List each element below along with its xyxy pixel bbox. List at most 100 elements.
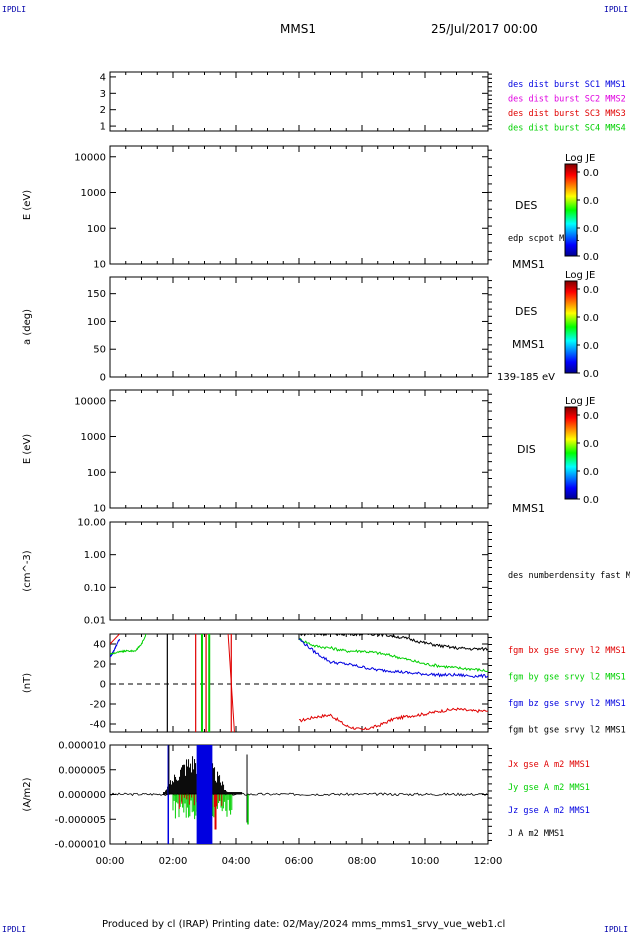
colorbar-title: Log JE <box>565 153 595 164</box>
bfield-series-line <box>298 637 488 673</box>
y-tick-label: 100 <box>87 224 106 235</box>
y-tick-label: 100 <box>87 468 106 479</box>
panel-label: MMS1 <box>512 502 545 515</box>
colorbar <box>564 280 578 374</box>
x-tick-label: 04:00 <box>222 856 251 867</box>
y-tick-label: 10000 <box>74 152 106 163</box>
colorbar-tick-label: 0.0 <box>583 411 599 422</box>
corner-label-tl: IPDLI <box>2 5 27 14</box>
legend-entry: fgm bx gse srvy l2 MMS1 <box>508 646 626 656</box>
colorbar-tick-label: 0.0 <box>583 168 599 179</box>
y-tick-label: 4 <box>100 72 106 83</box>
colorbar-tick-label: 0.0 <box>583 252 599 263</box>
y-tick-label: -20 <box>90 700 106 711</box>
panel-label: DES <box>515 199 537 212</box>
colorbar-title: Log JE <box>565 270 595 281</box>
y-tick-label: 10 <box>93 504 106 515</box>
bfield-early-blue <box>110 638 120 658</box>
legend-entry: des dist burst SC2 MMS2 <box>508 95 626 105</box>
y-tick-label: 0.01 <box>84 616 106 627</box>
current-blue-block <box>196 745 213 844</box>
colorbar-tick-label: 0.0 <box>583 285 599 296</box>
legend-entry: fgm bz gse srvy l2 MMS1 <box>508 699 626 709</box>
panel-frame-panel1 <box>109 71 489 132</box>
y-tick-label: 1 <box>100 122 106 133</box>
colorbar-tick-label: 0.0 <box>583 224 599 235</box>
y-tick-label: 0.000005 <box>58 765 106 776</box>
y-tick-label: 1.00 <box>84 550 106 561</box>
x-tick-label: 06:00 <box>285 856 314 867</box>
y-tick-label: 10 <box>93 260 106 271</box>
colorbar <box>564 406 578 500</box>
x-tick-label: 00:00 <box>96 856 125 867</box>
legend-entry: fgm bt gse srvy l2 MMS1 <box>508 726 626 736</box>
panel-frame-panel3 <box>109 276 489 378</box>
panel-label: edp scpot MMS1 <box>508 234 580 244</box>
panel7-series <box>110 745 488 844</box>
x-tick-label: 12:00 <box>474 856 503 867</box>
legend-entry: Jy gse A m2 MMS1 <box>508 783 590 793</box>
colorbar-tick-label: 0.0 <box>583 196 599 207</box>
x-tick-label: 02:00 <box>159 856 188 867</box>
bfield-series-line <box>298 638 488 679</box>
y-tick-label: 20 <box>93 660 106 671</box>
colorbar-title: Log JE <box>565 396 595 407</box>
page-date: 25/Jul/2017 00:00 <box>431 22 538 36</box>
colorbar <box>564 163 578 257</box>
panel-label: DES <box>515 305 537 318</box>
y-tick-label: 0.000010 <box>58 741 106 752</box>
colorbar-tick-label: 0.0 <box>583 467 599 478</box>
y-tick-label: 50 <box>93 345 106 356</box>
corner-label-tr: IPDLI <box>604 5 629 14</box>
legend-entry: J A m2 MMS1 <box>508 829 564 839</box>
panel-frame-panel5 <box>109 521 489 621</box>
y-axis-label: (cm^-3) <box>22 550 33 591</box>
panel-label: MMS1 <box>512 338 545 351</box>
corner-label-bl: IPDLI <box>2 925 27 934</box>
legend-entry: des numberdensity fast M <box>508 571 630 581</box>
y-tick-label: 1000 <box>81 188 106 199</box>
y-axis-label: E (eV) <box>22 434 33 464</box>
panel-label: DIS <box>517 443 536 456</box>
x-tick-label: 08:00 <box>348 856 377 867</box>
colorbar-tick-label: 0.0 <box>583 313 599 324</box>
footer-text: Produced by cl (IRAP) Printing date: 02/… <box>102 919 506 930</box>
y-tick-label: 40 <box>93 640 106 651</box>
y-tick-label: 0.000000 <box>58 790 106 801</box>
y-axis-label: (nT) <box>22 673 33 693</box>
y-tick-label: -0.000010 <box>55 840 106 851</box>
legend-entry: Jx gse A m2 MMS1 <box>508 760 590 770</box>
y-tick-label: 0 <box>100 373 106 384</box>
y-tick-label: 10.00 <box>77 518 106 529</box>
colorbar-tick-label: 0.0 <box>583 439 599 450</box>
y-tick-label: 10000 <box>74 396 106 407</box>
panel-label: 139-185 eV <box>497 372 555 383</box>
corner-label-br: IPDLI <box>604 925 629 934</box>
y-axis-label: a (deg) <box>22 309 33 345</box>
y-tick-label: 3 <box>100 89 106 100</box>
x-tick-label: 10:00 <box>411 856 440 867</box>
colorbar-tick-label: 0.0 <box>583 495 599 506</box>
bfield-early-red <box>110 634 120 645</box>
panel-frame-panel2 <box>109 145 489 265</box>
y-tick-label: 150 <box>87 289 106 300</box>
panel-label: MMS1 <box>512 258 545 271</box>
page-title: MMS1 <box>280 22 316 36</box>
bfield-series-line <box>298 707 488 731</box>
bfield-series-line <box>299 634 488 652</box>
y-tick-label: 100 <box>87 317 106 328</box>
panel-frame-panel6 <box>109 633 489 733</box>
legend-entry: fgm by gse srvy l2 MMS1 <box>508 673 626 683</box>
legend-entry: des dist burst SC4 MMS4 <box>508 124 626 134</box>
y-tick-label: -40 <box>90 720 106 731</box>
panel-frame-panel4 <box>109 389 489 509</box>
y-tick-label: -0.000005 <box>55 815 106 826</box>
legend-entry: des dist burst SC1 MMS1 <box>508 80 626 90</box>
legend-entry: Jz gse A m2 MMS1 <box>508 806 590 816</box>
y-tick-label: 0.10 <box>84 583 106 594</box>
colorbar-tick-label: 0.0 <box>583 341 599 352</box>
bfield-red-drop <box>227 634 235 732</box>
y-tick-label: 0 <box>100 680 106 691</box>
y-axis-label: E (eV) <box>22 190 33 220</box>
